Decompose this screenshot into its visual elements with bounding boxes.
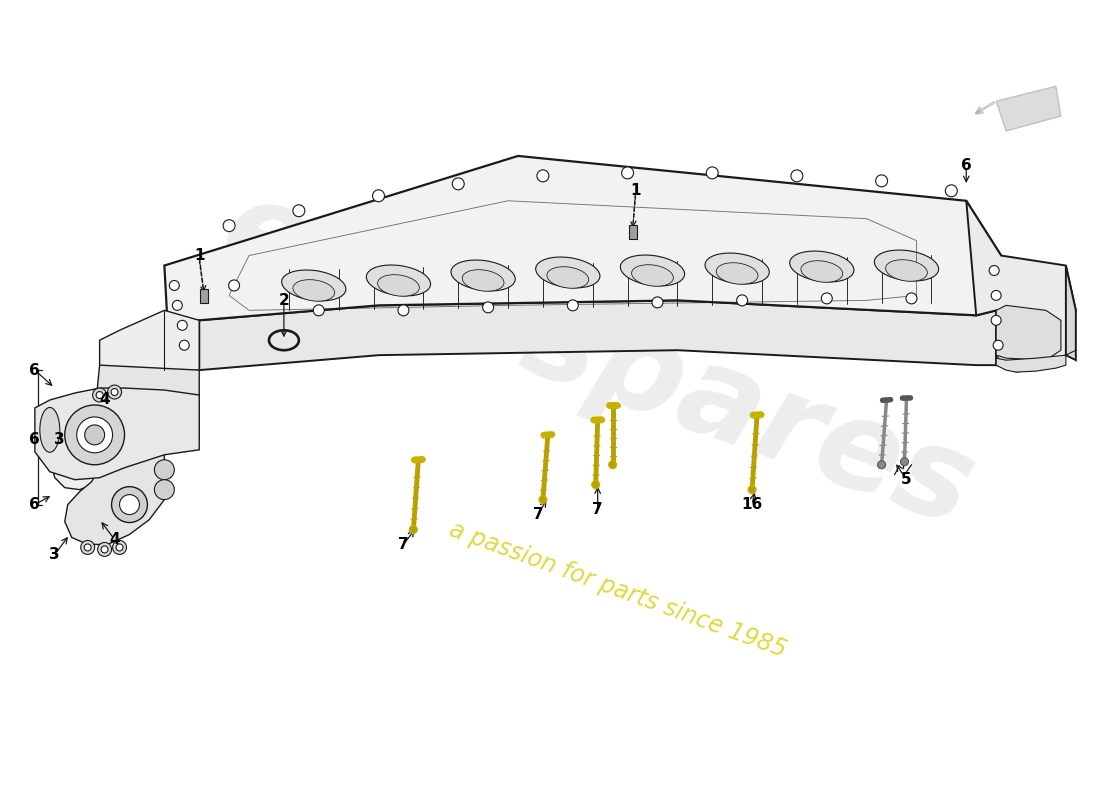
Circle shape xyxy=(592,481,600,489)
Text: 3: 3 xyxy=(55,432,65,447)
Circle shape xyxy=(791,170,803,182)
Text: 2: 2 xyxy=(278,293,289,308)
Circle shape xyxy=(154,460,174,480)
Circle shape xyxy=(991,315,1001,326)
Text: 6: 6 xyxy=(961,158,971,174)
Polygon shape xyxy=(1066,266,1076,360)
Circle shape xyxy=(120,494,140,514)
Circle shape xyxy=(80,541,95,554)
Circle shape xyxy=(173,300,183,310)
Circle shape xyxy=(101,546,108,553)
Circle shape xyxy=(452,178,464,190)
Circle shape xyxy=(539,496,547,503)
Circle shape xyxy=(945,185,957,197)
Ellipse shape xyxy=(631,265,673,286)
Circle shape xyxy=(154,480,174,500)
Ellipse shape xyxy=(705,253,769,284)
Text: 7: 7 xyxy=(532,507,543,522)
Circle shape xyxy=(112,541,126,554)
Circle shape xyxy=(108,385,121,399)
Text: eurospares: eurospares xyxy=(206,168,990,552)
Circle shape xyxy=(314,305,324,316)
Ellipse shape xyxy=(451,260,515,291)
Text: 6: 6 xyxy=(30,362,41,378)
Circle shape xyxy=(96,391,103,398)
Ellipse shape xyxy=(886,260,927,282)
Ellipse shape xyxy=(874,250,938,281)
Circle shape xyxy=(989,266,999,275)
Polygon shape xyxy=(199,300,997,370)
Circle shape xyxy=(876,175,888,187)
Ellipse shape xyxy=(801,261,843,282)
Text: 1: 1 xyxy=(194,248,205,263)
Circle shape xyxy=(409,526,417,534)
Polygon shape xyxy=(164,156,1001,320)
Bar xyxy=(628,225,637,238)
Polygon shape xyxy=(966,201,1076,370)
Text: 7: 7 xyxy=(593,502,603,517)
Circle shape xyxy=(608,461,617,469)
Text: a passion for parts since 1985: a passion for parts since 1985 xyxy=(446,517,790,662)
Text: 3: 3 xyxy=(50,547,60,562)
Polygon shape xyxy=(997,86,1060,131)
Circle shape xyxy=(177,320,187,330)
Circle shape xyxy=(398,305,409,316)
Circle shape xyxy=(85,425,104,445)
Circle shape xyxy=(229,280,240,291)
Polygon shape xyxy=(997,306,1060,360)
Circle shape xyxy=(223,220,235,232)
Text: 7: 7 xyxy=(398,537,409,552)
Circle shape xyxy=(878,461,886,469)
Circle shape xyxy=(991,290,1001,300)
Circle shape xyxy=(169,281,179,290)
Circle shape xyxy=(117,544,123,551)
Bar xyxy=(200,290,208,303)
Ellipse shape xyxy=(790,251,854,282)
Text: 16: 16 xyxy=(741,497,762,512)
Text: 4: 4 xyxy=(109,532,120,547)
Ellipse shape xyxy=(40,407,59,452)
Circle shape xyxy=(737,295,748,306)
Circle shape xyxy=(652,297,663,308)
Text: 6: 6 xyxy=(30,432,41,447)
Circle shape xyxy=(92,388,107,402)
Ellipse shape xyxy=(462,270,504,291)
Circle shape xyxy=(706,167,718,179)
Circle shape xyxy=(993,340,1003,350)
Ellipse shape xyxy=(536,257,600,288)
Circle shape xyxy=(179,340,189,350)
Circle shape xyxy=(373,190,385,202)
Text: 6: 6 xyxy=(30,497,41,512)
Circle shape xyxy=(822,293,833,304)
Circle shape xyxy=(483,302,494,313)
Text: 5: 5 xyxy=(901,472,912,487)
Circle shape xyxy=(906,293,917,304)
Circle shape xyxy=(621,167,634,179)
Text: 1: 1 xyxy=(630,183,641,198)
Text: 4: 4 xyxy=(99,393,110,407)
Ellipse shape xyxy=(282,270,345,301)
Polygon shape xyxy=(997,355,1066,372)
Circle shape xyxy=(748,486,756,494)
Ellipse shape xyxy=(293,280,334,301)
Circle shape xyxy=(111,486,147,522)
Polygon shape xyxy=(50,310,199,490)
Circle shape xyxy=(293,205,305,217)
Polygon shape xyxy=(65,365,199,545)
Circle shape xyxy=(65,405,124,465)
Polygon shape xyxy=(35,388,199,480)
Ellipse shape xyxy=(547,266,589,288)
Circle shape xyxy=(111,389,118,395)
Ellipse shape xyxy=(366,265,430,296)
Ellipse shape xyxy=(716,262,758,284)
Circle shape xyxy=(537,170,549,182)
Ellipse shape xyxy=(377,274,419,296)
Circle shape xyxy=(77,417,112,453)
Ellipse shape xyxy=(620,255,684,286)
Circle shape xyxy=(901,458,909,466)
Circle shape xyxy=(85,544,91,551)
Circle shape xyxy=(568,300,579,311)
Circle shape xyxy=(98,542,111,556)
